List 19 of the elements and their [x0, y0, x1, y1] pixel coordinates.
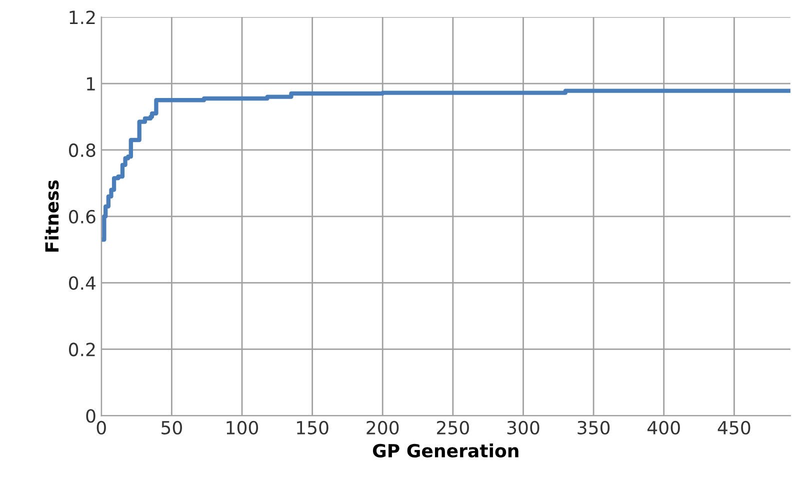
x-tick-label: 200: [366, 420, 399, 434]
x-tick-label: 350: [578, 420, 610, 434]
y-tick-label: 0.2: [68, 342, 95, 356]
y-tick-label: 1.2: [70, 10, 95, 24]
x-axis-title: GP Generation: [372, 444, 518, 458]
y-tick-label: 1: [87, 77, 95, 90]
y-tick-label: 0.8: [68, 143, 96, 158]
y-tick-label: 0.6: [68, 210, 96, 224]
x-tick-label: 50: [162, 420, 182, 434]
x-tick-label: 0: [96, 420, 106, 434]
x-tick-label: 450: [718, 420, 750, 434]
y-tick-label: 0: [86, 409, 96, 423]
x-tick-label: 150: [297, 420, 328, 434]
y-tick-label: 0.4: [68, 276, 96, 290]
x-tick-label: 400: [648, 420, 680, 434]
x-tick-label: 250: [437, 420, 469, 434]
y-axis-title: Fitness: [44, 180, 59, 252]
x-tick-label: 100: [226, 420, 258, 434]
x-tick-label: 300: [507, 420, 540, 434]
